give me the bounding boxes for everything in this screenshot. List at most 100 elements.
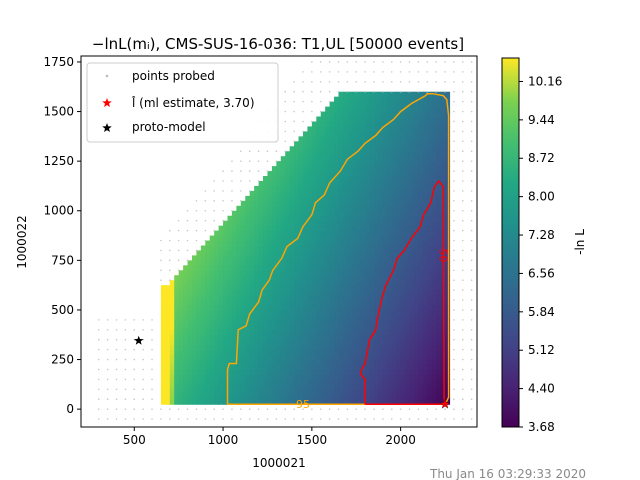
heatmap-cell xyxy=(374,161,380,167)
heatmap-cell xyxy=(311,190,317,197)
heatmap-cell xyxy=(351,304,357,311)
heatmap-cell xyxy=(382,319,388,326)
heatmap-cell xyxy=(178,324,184,331)
heatmap-cell xyxy=(240,220,246,227)
heatmap-cell xyxy=(422,285,428,291)
heatmap-cell xyxy=(351,180,357,187)
heatmap-cell xyxy=(400,354,406,361)
heatmap-cell xyxy=(280,280,286,286)
probed-point xyxy=(151,388,153,391)
heatmap-cell xyxy=(223,235,229,242)
heatmap-cell xyxy=(227,304,233,311)
legend-box xyxy=(86,62,279,143)
heatmap-cell xyxy=(227,270,233,276)
heatmap-cell xyxy=(294,260,300,266)
heatmap-cell xyxy=(431,176,437,182)
heatmap-cell xyxy=(360,300,366,306)
heatmap-cell xyxy=(298,324,304,331)
probed-point xyxy=(444,61,446,63)
heatmap-cell xyxy=(329,265,335,271)
heatmap-cell xyxy=(205,324,211,331)
colorbar-label: -ln L xyxy=(573,229,587,255)
heatmap-cell xyxy=(307,185,313,192)
heatmap-cell xyxy=(258,394,264,400)
heatmap-cell xyxy=(338,235,344,242)
heatmap-cell xyxy=(445,369,451,376)
heatmap-cell xyxy=(209,265,215,271)
heatmap-cell xyxy=(445,349,451,356)
x-axis-label: 1000021 xyxy=(252,456,305,470)
heatmap-cell xyxy=(227,260,233,266)
heatmap-cell xyxy=(342,344,348,351)
heatmap-cell xyxy=(320,235,326,242)
heatmap-cell xyxy=(338,399,344,405)
heatmap-cell xyxy=(396,265,402,271)
heatmap-cell xyxy=(223,389,229,395)
heatmap-cell xyxy=(187,324,193,331)
probed-point xyxy=(470,209,473,212)
heatmap-cell xyxy=(374,126,380,132)
heatmap-cell xyxy=(298,334,304,341)
heatmap-cell xyxy=(271,280,277,286)
heatmap-cell xyxy=(360,91,366,98)
heatmap-cell xyxy=(409,156,415,162)
heatmap-cell xyxy=(342,180,348,187)
heatmap-cell xyxy=(214,354,220,361)
heatmap-cell xyxy=(409,136,415,142)
heatmap-cell xyxy=(369,116,375,123)
heatmap-cell xyxy=(351,146,357,152)
heatmap-cell xyxy=(311,245,317,252)
heatmap-cell xyxy=(409,215,415,222)
heatmap-cell xyxy=(342,225,348,232)
heatmap-cell xyxy=(200,300,206,306)
heatmap-cell xyxy=(347,136,353,142)
heatmap-cell xyxy=(316,116,322,123)
heatmap-cell xyxy=(409,369,415,376)
heatmap-cell xyxy=(320,176,326,182)
heatmap-cell xyxy=(413,379,419,385)
probed-point xyxy=(302,418,304,420)
heatmap-cell xyxy=(240,314,246,321)
heatmap-cell xyxy=(320,275,326,281)
heatmap-cell xyxy=(254,255,260,261)
heatmap-cell xyxy=(311,354,317,361)
heatmap-cell xyxy=(369,146,375,152)
heatmap-cell xyxy=(267,354,273,361)
contour-label-95: 95 xyxy=(296,398,310,411)
heatmap-cell xyxy=(320,290,326,296)
heatmap-cell xyxy=(169,369,175,376)
heatmap-cell xyxy=(360,324,366,331)
heatmap-cell xyxy=(280,349,286,356)
heatmap-cell xyxy=(276,389,282,395)
heatmap-cell xyxy=(356,190,362,197)
heatmap-cell xyxy=(187,399,193,405)
heatmap-cell xyxy=(413,91,419,98)
heatmap-cell xyxy=(196,270,202,276)
heatmap-cell xyxy=(405,399,411,405)
heatmap-cell xyxy=(205,349,211,356)
heatmap-cell xyxy=(240,240,246,247)
heatmap-cell xyxy=(302,334,309,341)
heatmap-cell xyxy=(267,389,273,395)
heatmap-cell xyxy=(245,389,251,395)
heatmap-cell xyxy=(431,131,437,137)
heatmap-cell xyxy=(227,394,233,400)
heatmap-cell xyxy=(289,364,295,371)
heatmap-cell xyxy=(285,215,291,222)
heatmap-cell xyxy=(338,344,344,351)
heatmap-cell xyxy=(200,394,206,400)
heatmap-cell xyxy=(187,329,193,336)
heatmap-cell xyxy=(422,304,428,311)
probed-point xyxy=(115,398,118,401)
heatmap-cell xyxy=(369,260,375,266)
heatmap-cell xyxy=(160,374,166,380)
heatmap-cell xyxy=(356,295,362,301)
heatmap-cell xyxy=(418,205,424,212)
heatmap-cell xyxy=(187,384,193,390)
heatmap-cell xyxy=(285,309,291,316)
heatmap-cell xyxy=(382,131,388,137)
heatmap-cell xyxy=(316,270,322,276)
legend-marker-proto-model xyxy=(102,123,112,133)
heatmap-cell xyxy=(254,200,260,207)
heatmap-cell xyxy=(409,220,415,227)
